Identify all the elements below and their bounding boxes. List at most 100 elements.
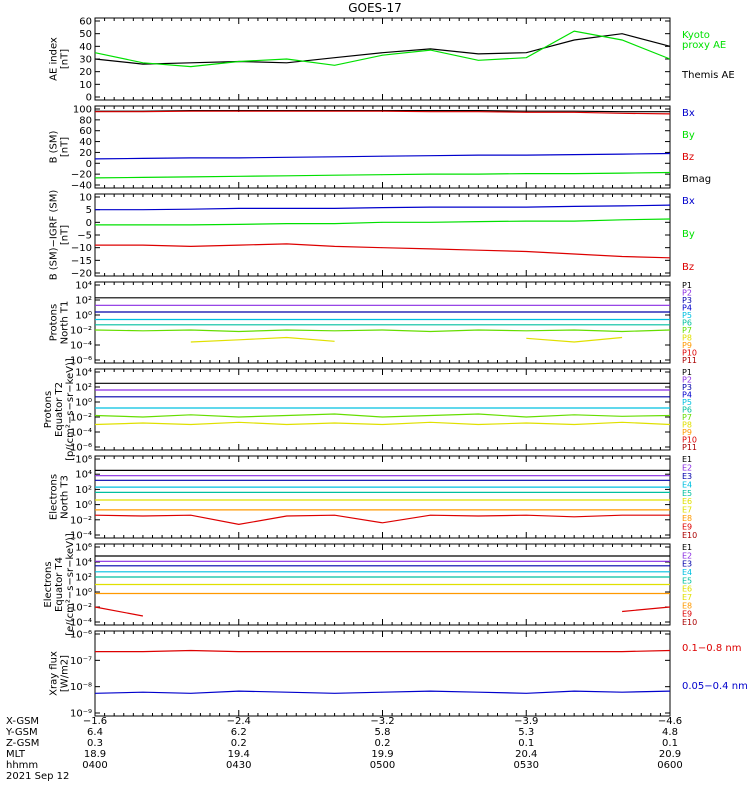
y-tick-label: 10⁴ bbox=[75, 558, 92, 569]
footer-value: 0600 bbox=[657, 760, 683, 771]
legend-entry: P3 bbox=[682, 383, 692, 392]
series-p7 bbox=[94, 329, 671, 333]
footer-row-label: X-GSM bbox=[6, 716, 40, 727]
y-tick-label: 20 bbox=[79, 148, 92, 159]
footer-value: 6.2 bbox=[230, 727, 247, 738]
panel-frame bbox=[94, 455, 671, 539]
y-axis-label: [p/(cm²−s−sr−keV)] bbox=[65, 358, 76, 461]
series-p8 bbox=[190, 336, 623, 343]
panel-bigrf: 105 0 −5−10 −15 −20 B (SM)−IGRF (SM) [nT] Bx By B… bbox=[49, 190, 695, 281]
y-tick-label: 10⁻⁴ bbox=[70, 341, 92, 352]
legend-entry: P1 bbox=[682, 281, 692, 290]
panel-frame bbox=[94, 281, 671, 364]
y-tick-label: −5 bbox=[77, 231, 92, 242]
panel-xray: 10⁻⁶ 10⁻⁷ 10⁻⁸ 10⁻⁹ Xray flux [W/m2] 0.1−0.8 n… bbox=[49, 630, 748, 720]
y-tick-label: 10⁴ bbox=[75, 470, 92, 481]
footer-value: 6.4 bbox=[87, 727, 103, 738]
panel-frame bbox=[94, 368, 671, 451]
footer-value: 0.2 bbox=[374, 738, 391, 749]
y-tick-label: 5 bbox=[86, 205, 92, 216]
legend-entry: E9 bbox=[682, 610, 692, 619]
legend-entry: P2 bbox=[682, 289, 692, 298]
legend-entry: E2 bbox=[682, 551, 692, 560]
y-axis-label: Electrons bbox=[49, 474, 60, 520]
footer-value: −3.9 bbox=[514, 716, 539, 727]
series-bx bbox=[94, 152, 671, 160]
y-axis-label: B (SM) bbox=[49, 130, 60, 163]
series-bz bbox=[95, 243, 671, 259]
legend-entry: E9 bbox=[682, 523, 692, 532]
series-p6 bbox=[94, 413, 671, 418]
footer-value: −4.6 bbox=[657, 716, 683, 727]
footer-value: 0430 bbox=[226, 760, 252, 771]
y-tick-label: 0 bbox=[86, 93, 92, 104]
y-tick-label: 60 bbox=[79, 17, 92, 28]
panel-pnorth: 10⁴ 10² 10⁰ 10⁻² 10⁻⁴ 10⁻⁶ Protons North T1 P1P2… bbox=[49, 281, 698, 367]
y-tick-label: 10⁻⁶ bbox=[70, 443, 92, 454]
legend-entry: Bmag bbox=[682, 174, 711, 185]
y-axis-label: [W/m2] bbox=[60, 655, 71, 692]
footer-row-label: MLT bbox=[6, 749, 25, 760]
legend-entry: E1 bbox=[682, 455, 692, 464]
footer-value: 5.8 bbox=[374, 727, 391, 738]
legend-entry: E4 bbox=[682, 480, 692, 489]
y-tick-label: 80 bbox=[79, 115, 92, 126]
y-axis-label: [nT] bbox=[60, 225, 71, 245]
y-axis-label: B (SM)−IGRF (SM) bbox=[49, 190, 60, 281]
y-tick-label: 60 bbox=[79, 126, 92, 137]
footer-value: 20.9 bbox=[658, 749, 682, 760]
legend-entry: E7 bbox=[682, 593, 692, 602]
legend-entry: 0.05−0.4 nm bbox=[682, 681, 748, 692]
series-themis-ae bbox=[94, 33, 671, 65]
y-tick-label: 10⁶ bbox=[75, 543, 92, 554]
footer-value: −2.4 bbox=[226, 716, 251, 727]
y-tick-label: 10⁻⁶ bbox=[70, 356, 92, 367]
legend-entry: E10 bbox=[682, 531, 697, 540]
y-tick-label: 10⁻⁴ bbox=[70, 428, 92, 439]
footer-value: 20.4 bbox=[515, 749, 538, 760]
legend-entry: E5 bbox=[682, 489, 692, 498]
legend-entry: E5 bbox=[682, 576, 692, 585]
series-0-1-0-8-nm bbox=[95, 649, 671, 653]
legend-entry: P7 bbox=[682, 326, 692, 335]
y-tick-label: 10⁻² bbox=[70, 515, 92, 526]
y-tick-label: 10 bbox=[79, 80, 92, 91]
y-tick-label: 0 bbox=[86, 159, 92, 170]
y-tick-label: 10⁻⁹ bbox=[70, 709, 92, 720]
y-tick-label: 10⁻⁷ bbox=[70, 656, 92, 667]
legend-entry: E4 bbox=[682, 568, 692, 577]
legend-entry: E8 bbox=[682, 601, 692, 610]
legend-entry: By bbox=[682, 229, 695, 240]
y-tick-label: 10² bbox=[75, 296, 92, 307]
y-tick-label: 10⁰ bbox=[75, 588, 92, 599]
legend-entry: E7 bbox=[682, 506, 692, 515]
y-tick-label: 10⁻² bbox=[70, 326, 92, 337]
y-axis-label: Xray flux bbox=[49, 651, 60, 696]
y-tick-label: −20 bbox=[71, 269, 92, 280]
legend-entry: P10 bbox=[682, 436, 697, 445]
footer-row-label: hhmm bbox=[6, 760, 39, 771]
series-e9 bbox=[94, 514, 670, 526]
y-axis-label: Equator T4 bbox=[54, 557, 65, 612]
y-tick-label: −40 bbox=[71, 181, 92, 192]
footer-value: 0.1 bbox=[662, 738, 678, 749]
legend-entry: Bz bbox=[682, 262, 694, 273]
y-axis-label: Equator T2 bbox=[54, 382, 65, 437]
series-kyoto-proxy-ae bbox=[94, 30, 671, 68]
series-e9 bbox=[94, 606, 671, 617]
y-tick-label: −20 bbox=[71, 170, 92, 181]
legend-entry: E2 bbox=[682, 463, 692, 472]
y-axis-label: Protons bbox=[43, 391, 54, 428]
y-tick-label: 10⁰ bbox=[75, 500, 92, 511]
legend-entry: P1 bbox=[682, 368, 692, 377]
legend-entry: P6 bbox=[682, 319, 692, 328]
series-0-05-0-4-nm bbox=[94, 690, 671, 694]
legend-entry: P10 bbox=[682, 349, 697, 358]
legend-entry: P4 bbox=[682, 391, 692, 400]
footer-value: −3.2 bbox=[370, 716, 395, 727]
y-tick-label: −15 bbox=[71, 256, 92, 267]
y-tick-label: 20 bbox=[79, 67, 92, 78]
y-tick-label: 10⁻⁴ bbox=[70, 618, 92, 629]
